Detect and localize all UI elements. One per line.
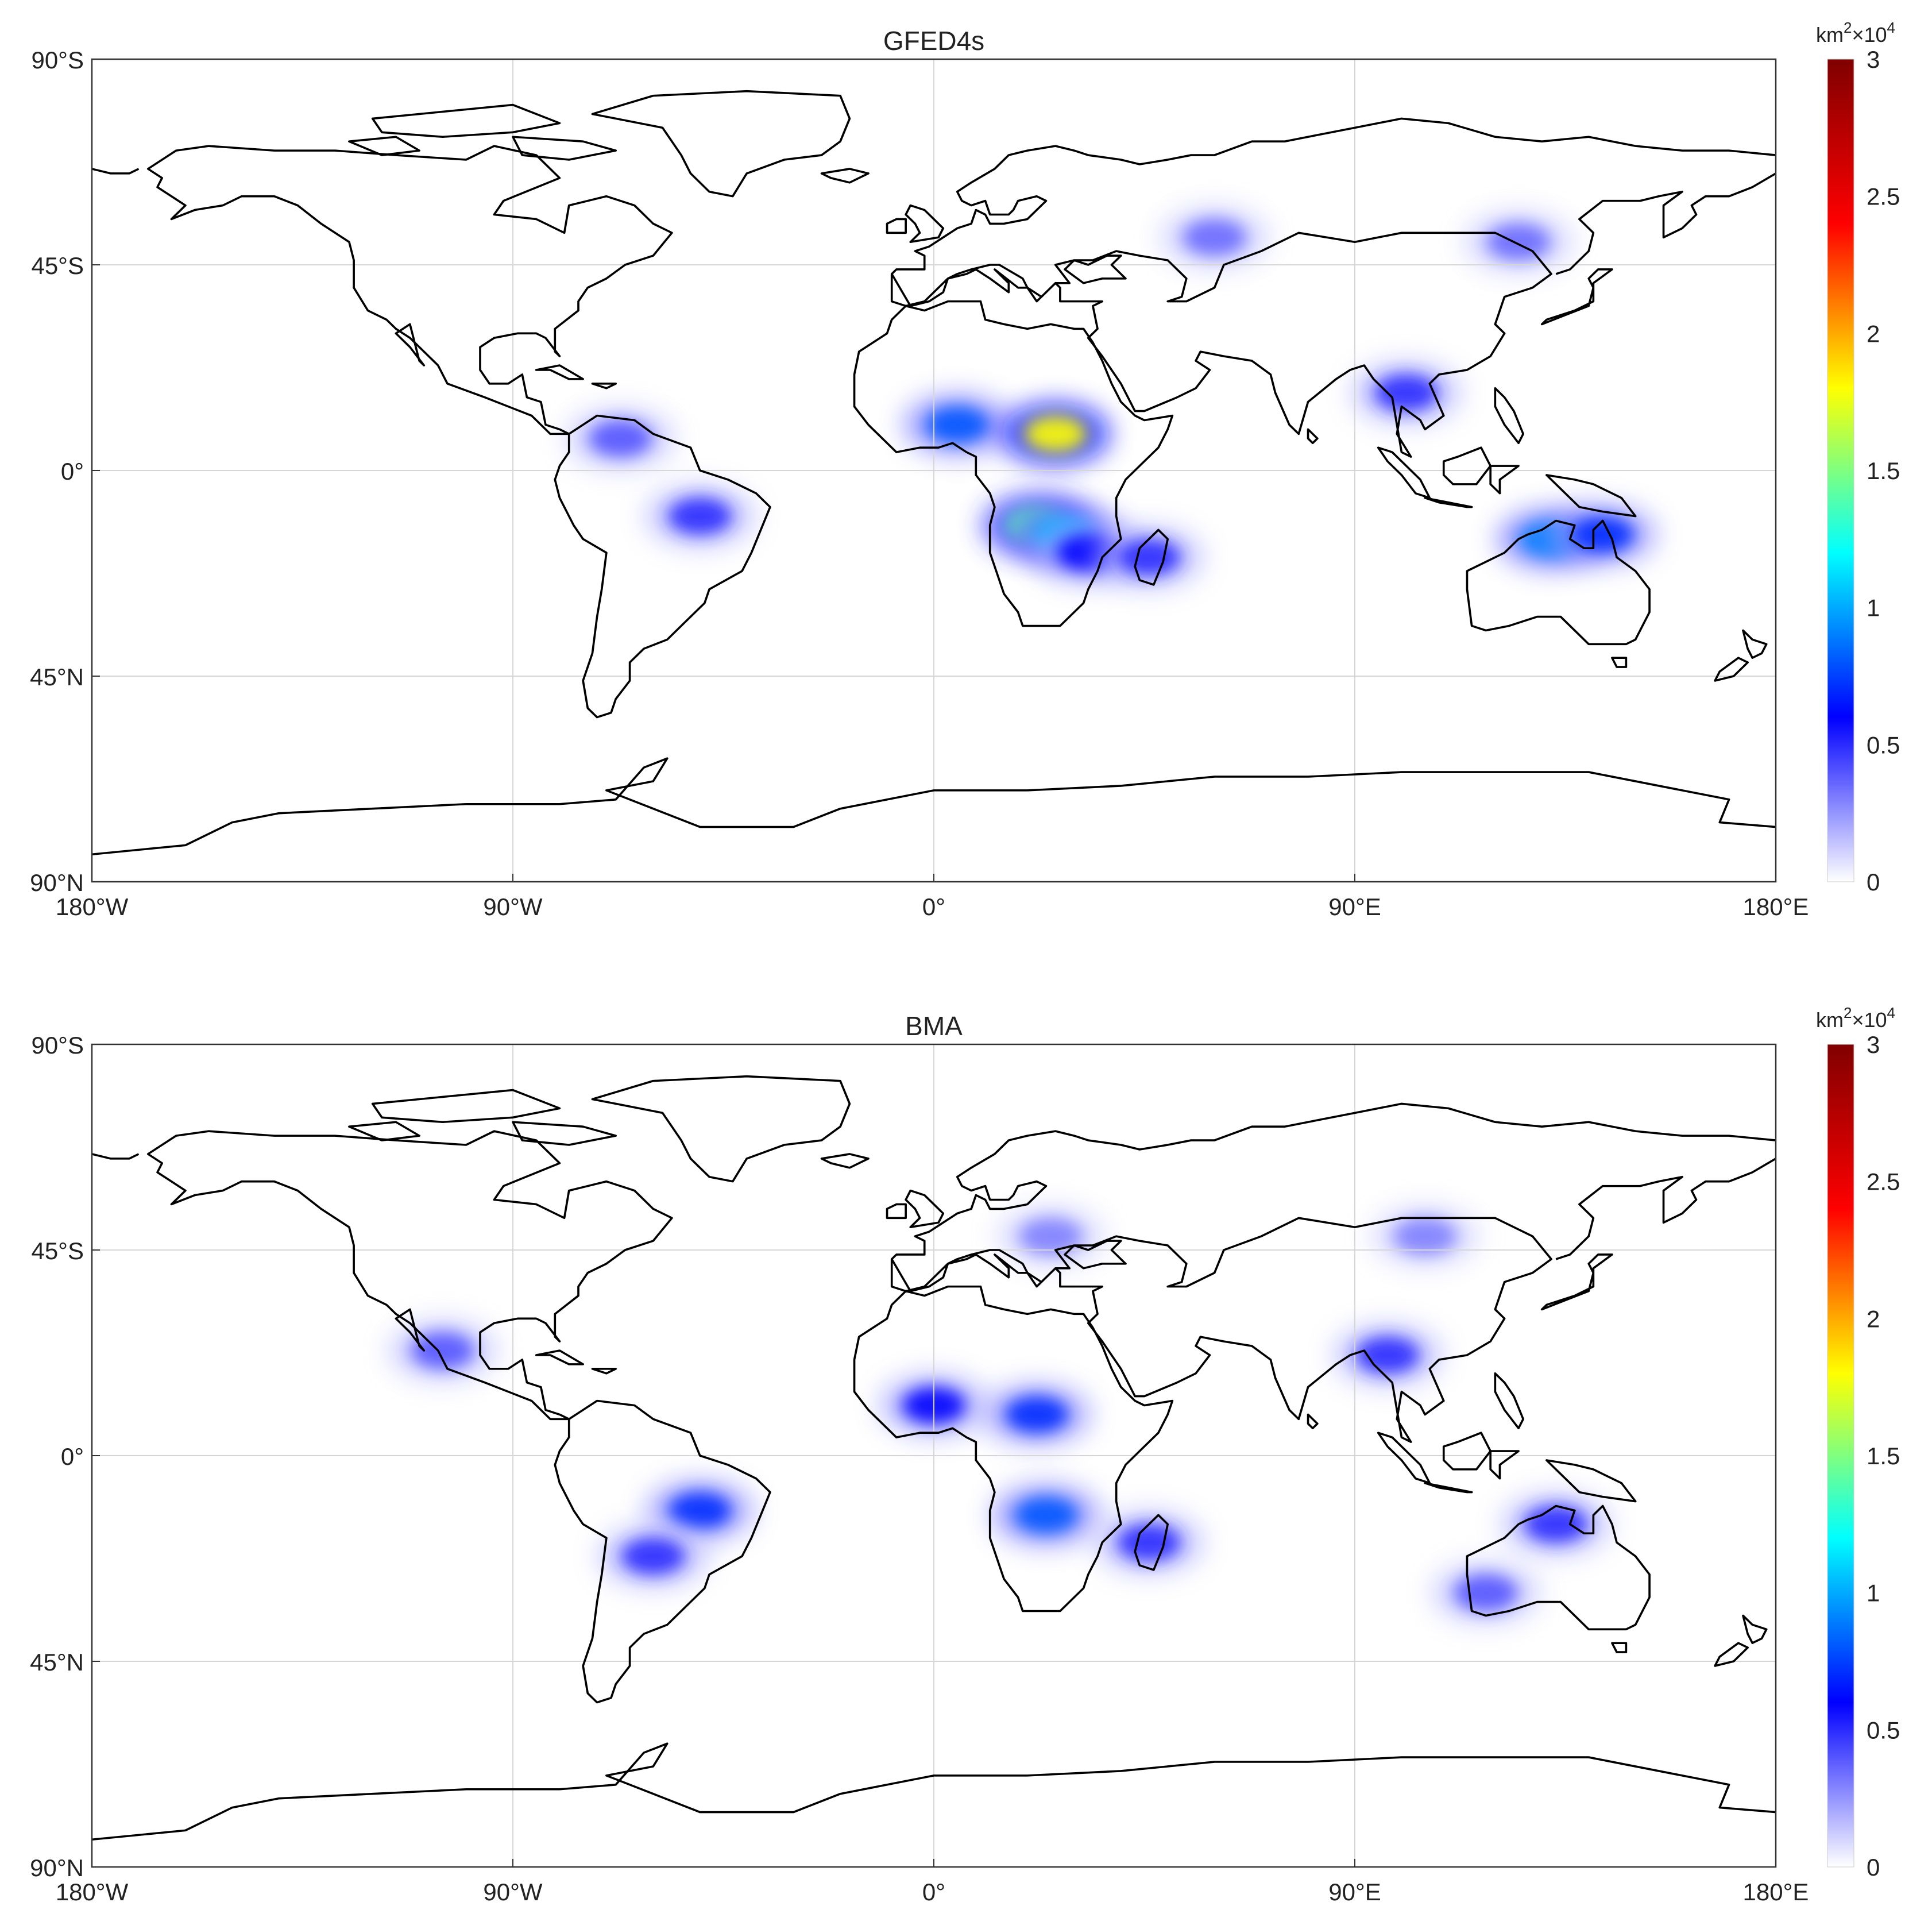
lon-label: 180°E [1743, 1878, 1809, 1905]
lat-label: 0° [61, 1443, 84, 1470]
lon-label: 90°W [483, 893, 543, 920]
hotspot-venezuela-colombia [589, 420, 652, 457]
colorbar-tick-label: 0.5 [1867, 1716, 1900, 1743]
colorbar-border [1827, 59, 1854, 882]
burned-area-layer [566, 206, 1657, 589]
hotspot-angola-zambia [1014, 1496, 1078, 1534]
colorbar-tick-label: 2.5 [1867, 183, 1900, 210]
lat-label: 45°S [31, 1237, 84, 1264]
hotspot-central-african-republic-south-sudan [1023, 415, 1087, 453]
colorbar-tick-label: 1.5 [1867, 1442, 1900, 1469]
colorbar-tick-label: 1.5 [1867, 457, 1900, 484]
colorbar-tick-label: 2.5 [1867, 1168, 1900, 1195]
colorbar-tick-label: 2 [1867, 320, 1880, 347]
lon-label: 90°E [1328, 1878, 1381, 1905]
hotspot-central-african-republic [1005, 1396, 1069, 1433]
hotspot-sahel [925, 406, 989, 443]
hotspot-kazakhstan-steppe [1183, 219, 1246, 256]
colorbar-tick-label: 0 [1867, 869, 1880, 896]
colorbar-tick-label: 1 [1867, 1580, 1880, 1607]
lon-label: 180°W [56, 893, 129, 920]
hotspot-madagascar [1117, 539, 1181, 576]
colorbar-gradient [1827, 59, 1854, 882]
hotspot-brazil-cerrado [668, 497, 732, 535]
lat-label: 90°N [30, 1854, 84, 1881]
hotspot-paraguay-bolivia [621, 1538, 685, 1575]
hotspot-southeast-asia [1374, 374, 1438, 411]
colorbar-gradient [1827, 1044, 1854, 1867]
hotspot-mexico [411, 1332, 474, 1369]
hotspot-brazil-cerrado [668, 1492, 732, 1529]
lat-label: 45°N [30, 663, 84, 690]
lon-label: 90°E [1328, 893, 1381, 920]
lat-label: 45°S [31, 252, 84, 279]
panel-title: BMA [905, 1011, 963, 1041]
hotspot-northern-australia [1524, 1506, 1588, 1543]
lat-label: 90°S [31, 47, 84, 74]
colorbar-unit: km2×104 [1816, 19, 1895, 47]
lon-label: 0° [922, 893, 945, 920]
hotspot-mongolia [1393, 1218, 1457, 1255]
lat-label: 0° [61, 458, 84, 485]
colorbar-tick-label: 0.5 [1867, 731, 1900, 758]
lon-label: 180°W [56, 1878, 129, 1905]
panel-title: GFED4s [883, 26, 984, 56]
lon-label: 180°E [1743, 893, 1809, 920]
hotspot-cape-york [1571, 516, 1635, 553]
lat-label: 90°S [31, 1032, 84, 1059]
colorbar-tick-label: 3 [1867, 46, 1880, 73]
colorbar-border [1827, 1044, 1854, 1868]
colorbar-tick-label: 0 [1867, 1854, 1880, 1881]
lon-label: 0° [922, 1878, 945, 1905]
lon-label: 90°W [483, 1878, 543, 1905]
lat-label: 45°N [30, 1649, 84, 1676]
hotspot-southwest-australia [1454, 1574, 1518, 1611]
colorbar-tick-label: 2 [1867, 1305, 1880, 1332]
hotspot-myanmar [1356, 1336, 1420, 1374]
lat-label: 90°N [30, 869, 84, 896]
hotspot-central-europe-ukraine [1019, 1218, 1083, 1255]
colorbar-tick-label: 3 [1867, 1031, 1880, 1058]
colorbar-unit: km2×104 [1816, 1004, 1895, 1032]
colorbar-tick-label: 1 [1867, 595, 1880, 622]
hotspot-madagascar [1117, 1524, 1181, 1561]
hotspot-amur-basin [1487, 223, 1551, 261]
